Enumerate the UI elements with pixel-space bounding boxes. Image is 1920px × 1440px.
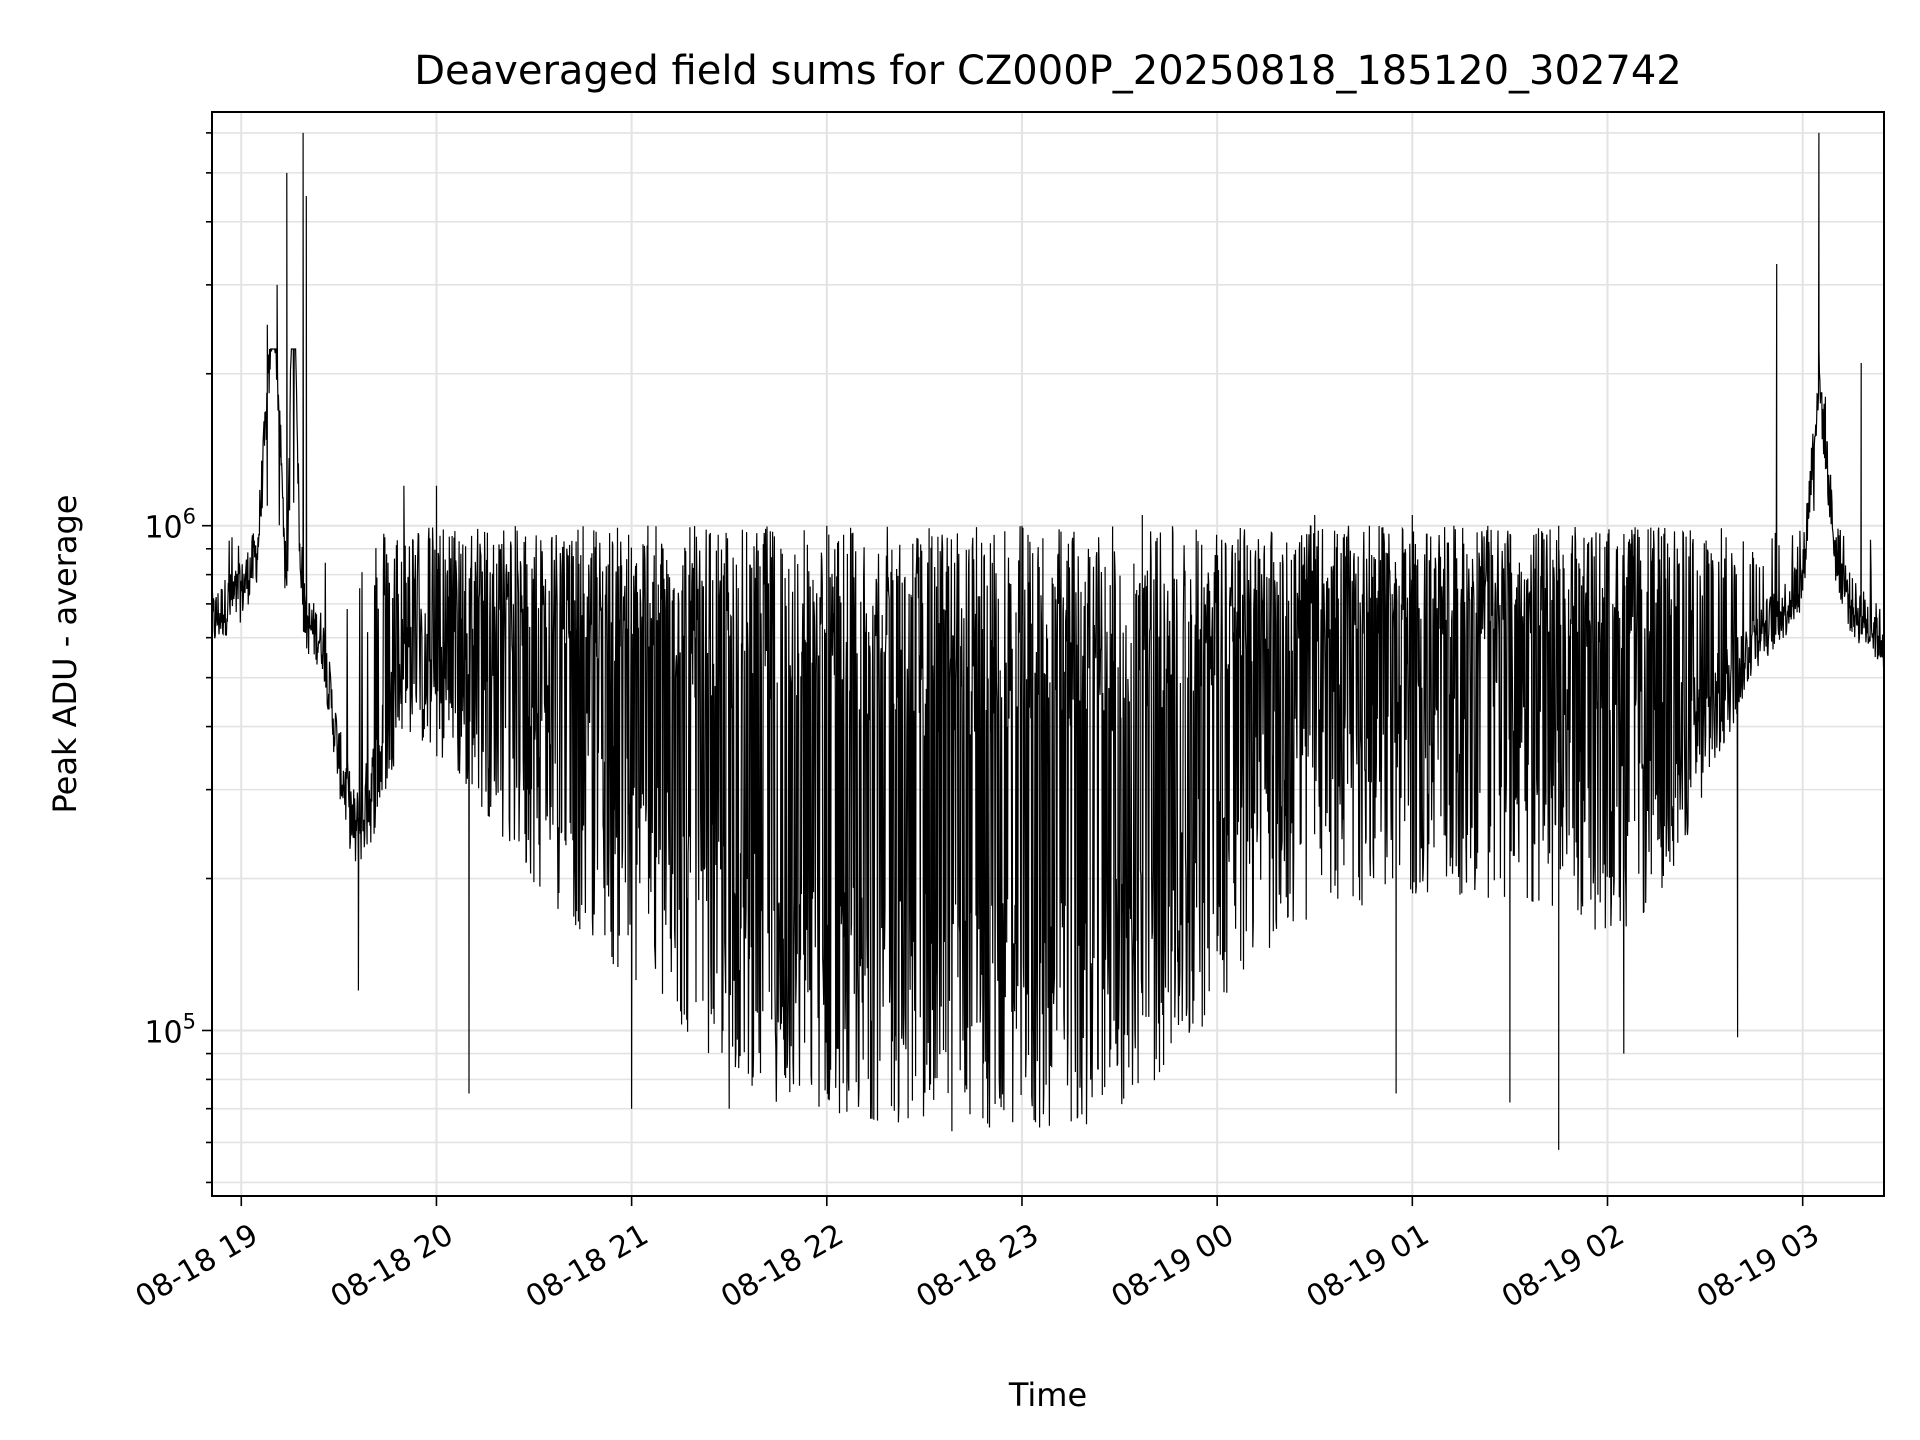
chart-title: Deaveraged field sums for CZ000P_2025081… xyxy=(414,48,1682,94)
y-tick-label: 106 xyxy=(144,505,196,546)
series-line xyxy=(212,132,1884,1150)
x-tick-label: 08-19 01 xyxy=(1301,1217,1435,1315)
y-tick-label-exponent: 6 xyxy=(183,505,196,529)
x-axis-title: Time xyxy=(1008,1376,1087,1414)
x-tick-label: 08-18 21 xyxy=(520,1217,654,1315)
x-tick-label: 08-18 19 xyxy=(130,1217,264,1315)
y-tick-label-exponent: 5 xyxy=(183,1009,196,1033)
y-tick-label-base: 10 xyxy=(144,511,182,546)
x-axis: 08-18 19 08-18 20 08-18 21 08-18 22 08-18 23… xyxy=(130,1196,1825,1315)
plot-frame xyxy=(211,111,1885,1197)
y-tick-label-base: 10 xyxy=(144,1015,182,1050)
x-tick-label: 08-19 03 xyxy=(1691,1217,1825,1315)
x-tick-label: 08-18 20 xyxy=(325,1217,459,1315)
y-tick-label: 105 xyxy=(144,1009,196,1050)
x-tick-label: 08-18 22 xyxy=(715,1217,849,1315)
x-tick-label: 08-19 02 xyxy=(1496,1217,1630,1315)
y-axis-title: Peak ADU - average xyxy=(46,495,84,814)
series-layer xyxy=(212,132,1884,1150)
x-tick-label: 08-18 23 xyxy=(910,1217,1044,1315)
x-tick-label: 08-19 00 xyxy=(1106,1217,1240,1315)
